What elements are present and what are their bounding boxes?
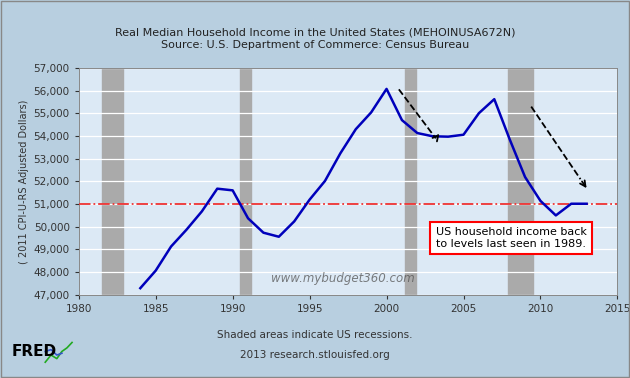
Bar — [405, 68, 416, 295]
Text: Source: U.S. Department of Commerce: Census Bureau: Source: U.S. Department of Commerce: Cen… — [161, 40, 469, 50]
Bar — [102, 68, 123, 295]
Text: FRED: FRED — [11, 344, 56, 359]
Bar — [508, 68, 533, 295]
Text: Real Median Household Income in the United States (MEHOINUSA672N): Real Median Household Income in the Unit… — [115, 27, 515, 37]
Bar — [241, 68, 251, 295]
Text: www.mybudget360.com: www.mybudget360.com — [271, 273, 415, 285]
Text: Shaded areas indicate US recessions.: Shaded areas indicate US recessions. — [217, 330, 413, 339]
Text: US household income back
to levels last seen in 1989.: US household income back to levels last … — [436, 227, 587, 249]
Y-axis label: ( 2011 CPI-U-RS Adjusted Dollars): ( 2011 CPI-U-RS Adjusted Dollars) — [20, 99, 30, 263]
Text: 2013 research.stlouisfed.org: 2013 research.stlouisfed.org — [240, 350, 390, 359]
